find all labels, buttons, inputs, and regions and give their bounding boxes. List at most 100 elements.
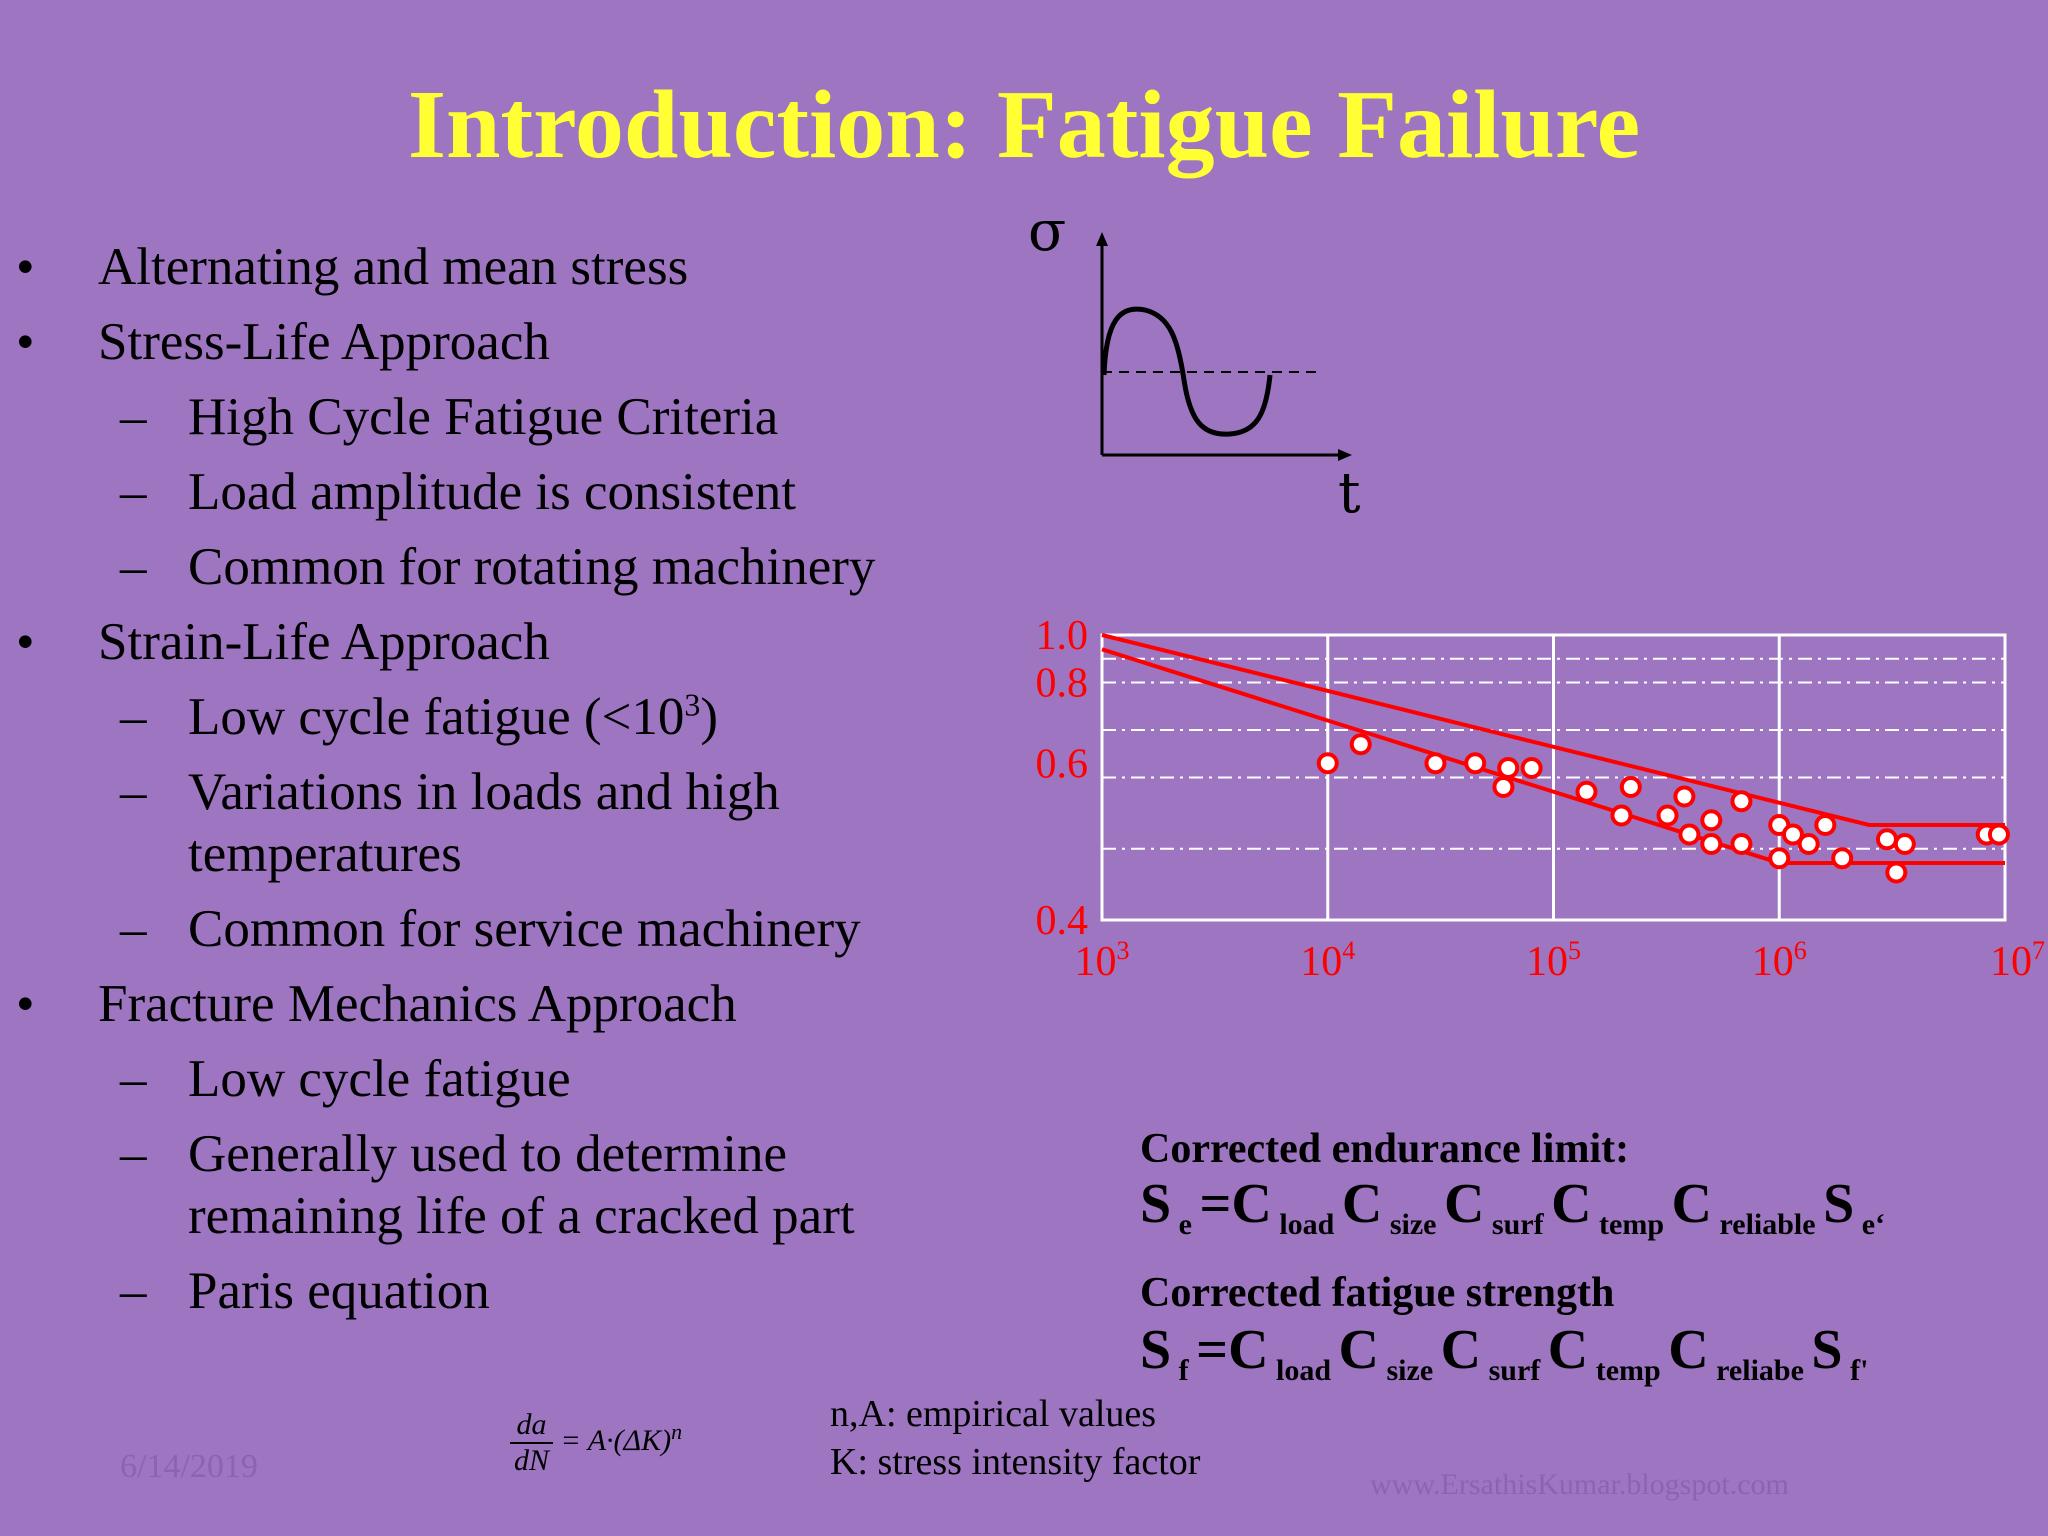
formula-subscript: reliable [1711,1208,1824,1242]
bullet-mark: – [120,463,147,521]
bullet-mark: – [120,388,147,446]
formula-subscript: temp [1591,1208,1672,1242]
note-empirical: n,A: empirical values [830,1393,1157,1435]
upper-scatter-band [1101,633,2005,827]
note-stress-intensity: K: stress intensity factor [830,1441,1201,1483]
bullet-text: High Cycle Fatigue Criteria [188,388,779,446]
bullet-text: Strain-Life Approach [98,613,550,671]
y-tick-label: 0.8 [1036,661,1089,707]
data-point [1730,790,1753,813]
data-point [1619,776,1642,798]
bullet-mark: • [16,238,35,296]
formula-term: C [1440,1319,1482,1381]
fatigue-strength-heading: Corrected fatigue strength [1140,1270,1615,1316]
paris-denominator: dN [514,1444,550,1477]
bullet-mark: – [120,1125,147,1183]
formula-term: C [1668,1319,1709,1381]
bullet-text: Low cycle fatigue [188,1050,571,1108]
data-point [1575,780,1598,803]
formula-term: C [1341,1173,1383,1235]
paris-numerator: da [510,1408,554,1444]
bullet-text: Common for service machinery [188,900,861,958]
sigma-axis-label: σ [1028,210,1066,264]
bullet-text: Load amplitude is consistent [188,463,796,521]
x-tick-label: 107 [1990,936,2045,985]
bullet-text: remaining life of a cracked part [188,1187,855,1245]
slide-title: Introduction: Fatigue Failure [407,71,1641,179]
formula-term: S [1140,1319,1172,1381]
data-point [1814,814,1837,836]
data-point [1700,809,1723,832]
bullet-mark: – [120,763,147,821]
bullet-text: temperatures [188,825,462,883]
y-axis-arrow [1096,232,1108,246]
formula-subscript: load [1268,1354,1339,1388]
formula-subscript: load [1271,1208,1342,1242]
formula-subscript: temp [1588,1354,1669,1388]
bullet-mark: • [16,313,35,371]
formula-term: C [1443,1173,1485,1235]
formula-term: C [1551,1173,1592,1235]
data-point [1497,757,1520,779]
bullet-mark: – [120,1262,147,1320]
data-point [1610,804,1633,827]
formula-term: C [1338,1319,1379,1381]
bullet-text: Generally used to determine [188,1125,787,1183]
fatigue-strength-formula: S f =C load C size C surf C temp C relia… [1140,1318,1868,1388]
data-point [1987,823,2010,846]
formula-term: S [1811,1319,1843,1381]
bullet-text: Fracture Mechanics Approach [98,975,737,1033]
data-point [1464,752,1487,775]
x-tick-label: 103 [1075,936,1130,985]
bullet-mark: – [120,1050,147,1108]
data-point [1831,847,1854,870]
formula-subscript: size [1379,1354,1441,1388]
data-point [1768,847,1791,870]
x-tick-label: 105 [1526,936,1581,985]
bullet-text: Variations in loads and high [188,763,780,821]
bullet-text: Alternating and mean stress [98,238,689,296]
data-point [1885,861,1908,884]
data-point [1673,785,1696,808]
bullet-mark: – [120,538,147,596]
data-point [1781,823,1804,846]
data-point [1797,833,1820,855]
formula-subscript: surf [1484,1208,1552,1242]
formula-subscript: f' [1842,1354,1869,1388]
paris-fraction: da dN [510,1408,554,1478]
formula-subscript: e [1171,1208,1200,1242]
formula-term: =C [1196,1319,1269,1381]
endurance-heading: Corrected endurance limit: [1140,1126,1630,1172]
footer-date: 6/14/2019 [120,1448,258,1485]
formula-term: C [1547,1319,1589,1381]
formula-subscript: surf [1481,1354,1548,1388]
bullet-mark: • [16,975,35,1033]
formula-term: S [1140,1173,1172,1235]
paris-rhs: = A·(ΔK) [560,1423,672,1457]
x-tick-label: 104 [1300,936,1355,985]
equation-notes: n,A: empirical values K: stress intensit… [830,1390,1200,1486]
bullet-superscript: 3 [684,686,701,723]
formula-subscript: e‘ [1854,1208,1886,1242]
data-point [1893,833,1916,855]
bullet-text: Stress-Life Approach [98,313,550,371]
footer-watermark: www.ErsathisKumar.blogspot.com [1370,1468,1789,1501]
formula-term: =C [1199,1173,1272,1235]
stress-wave [1101,306,1273,437]
bullet-mark: • [16,613,35,671]
time-axis-label: t [1338,461,1361,526]
paris-exponent: n [671,1418,683,1444]
formula-term: S [1823,1173,1855,1235]
data-point [1316,752,1339,775]
paris-equation: da dN = A·(ΔK)n [510,1408,682,1478]
formula-subscript: f [1171,1354,1197,1388]
data-point [1678,823,1701,846]
data-point [1349,733,1372,756]
endurance-formula: S e =C load C size C surf C temp C relia… [1140,1172,1885,1242]
bullet-text: Common for rotating machinery [188,538,876,596]
data-point [1520,757,1543,779]
data-point [1656,804,1679,827]
y-tick-label: 0.4 [1036,898,1089,944]
data-point [1730,833,1753,855]
